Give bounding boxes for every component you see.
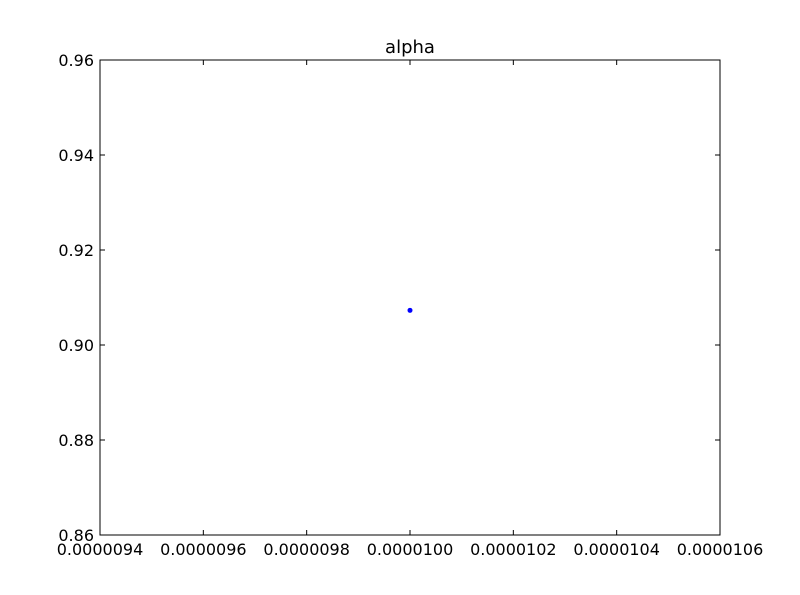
x-tick-label: 0.0000094	[57, 540, 144, 559]
y-tick-label: 0.88	[58, 431, 94, 450]
y-tick-label: 0.94	[58, 146, 94, 165]
x-tick-label: 0.0000100	[367, 540, 454, 559]
x-tick-label: 0.0000098	[263, 540, 350, 559]
y-tick-label: 0.92	[58, 241, 94, 260]
x-tick-label: 0.0000096	[160, 540, 247, 559]
scatter-points	[408, 308, 413, 313]
y-tick-label: 0.96	[58, 51, 94, 70]
x-tick-label: 0.0000106	[677, 540, 764, 559]
scatter-point	[408, 308, 413, 313]
plot-area-background	[100, 60, 720, 535]
x-tick-label: 0.0000104	[573, 540, 660, 559]
y-tick-label: 0.90	[58, 336, 94, 355]
x-tick-label: 0.0000102	[470, 540, 557, 559]
chart-title: alpha	[385, 37, 435, 58]
